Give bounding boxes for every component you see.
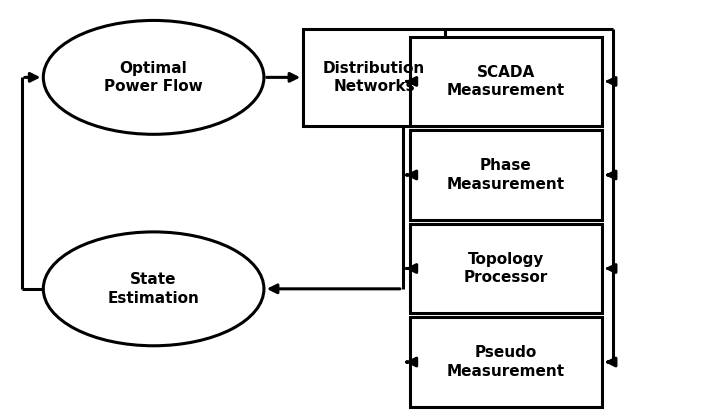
Ellipse shape: [43, 232, 264, 346]
Text: Distribution
Networks: Distribution Networks: [323, 61, 426, 94]
Text: SCADA
Measurement: SCADA Measurement: [447, 65, 565, 98]
Bar: [410, 130, 602, 220]
Text: Topology
Processor: Topology Processor: [464, 252, 548, 285]
Bar: [410, 37, 602, 126]
Bar: [410, 224, 602, 313]
Bar: [410, 317, 602, 407]
Text: State
Estimation: State Estimation: [108, 272, 199, 305]
Bar: [303, 29, 446, 126]
Ellipse shape: [43, 20, 264, 134]
Text: Phase
Measurement: Phase Measurement: [447, 158, 565, 192]
Text: Pseudo
Measurement: Pseudo Measurement: [447, 345, 565, 379]
Text: Optimal
Power Flow: Optimal Power Flow: [104, 61, 203, 94]
